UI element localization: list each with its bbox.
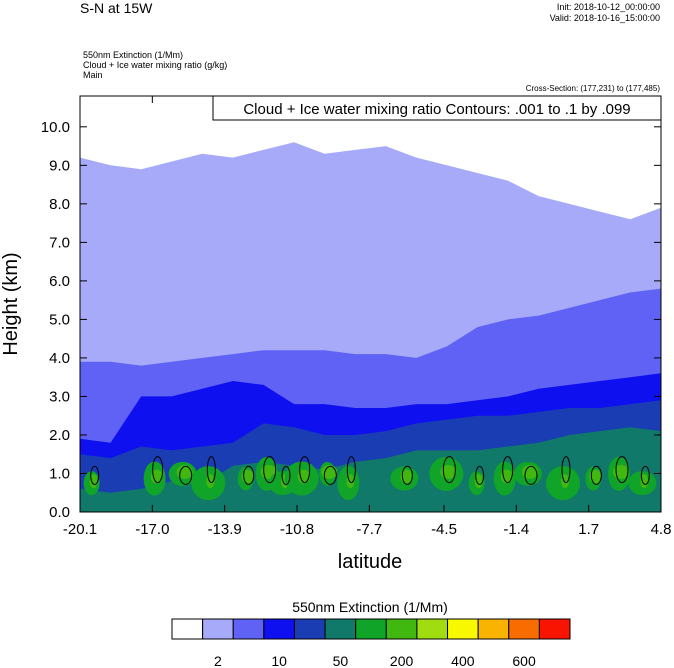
- colorbar-swatch: [263, 618, 295, 640]
- colorbar-swatch: [355, 618, 387, 640]
- y-tick-label: 1.0: [49, 465, 70, 482]
- y-tick-label: 4.0: [49, 350, 70, 367]
- colorbar-swatch: [385, 618, 418, 640]
- extinction-patch-core: [500, 469, 513, 484]
- mixing-ratio-contour: [590, 465, 602, 485]
- y-tick-label: 6.0: [49, 273, 70, 290]
- extinction-layer-band_150_200: [80, 427, 661, 512]
- x-tick-label: 1.7: [578, 521, 599, 538]
- colorbar-swatch: [202, 618, 234, 640]
- mixing-ratio-contours: [90, 456, 650, 485]
- init-time: Init: 2018-10-12_00:00:00: [556, 2, 660, 12]
- colorbar-swatch: [508, 618, 540, 640]
- mixing-ratio-contour: [561, 456, 571, 484]
- colorbar-title: 550nm Extinction (1/Mm): [292, 599, 448, 615]
- mixing-ratio-contour: [206, 456, 216, 484]
- colorbar-tick-label: 600: [512, 653, 536, 668]
- field-cloud-ice: Cloud + Ice water mixing ratio (g/kg): [83, 60, 228, 70]
- x-tick-label: -20.1: [63, 521, 97, 538]
- mixing-ratio-contour: [281, 465, 291, 485]
- colorbar-tick-label: 200: [390, 653, 414, 668]
- colorbar-tick-label: 50: [333, 653, 349, 668]
- y-tick-label: 9.0: [49, 157, 70, 174]
- plot-title: S-N at 15W: [80, 0, 153, 16]
- colorbar-swatch: [447, 618, 479, 640]
- mixing-ratio-contour: [401, 465, 413, 485]
- x-axis-label: latitude: [338, 551, 403, 573]
- colorbar: 2 10 50 200 400 600: [171, 618, 571, 668]
- mixing-ratio-contour: [323, 465, 337, 485]
- y-tick-label: 8.0: [49, 196, 70, 213]
- cross-section-label: Cross-Section: (177,231) to (177,485): [525, 84, 660, 93]
- extinction-fill-layers: [80, 96, 661, 512]
- extinction-patch-core: [522, 464, 538, 479]
- time-info: Init: 2018-10-12_00:00:00 Valid: 2018-10…: [550, 2, 660, 24]
- extinction-patch-core: [150, 469, 163, 484]
- x-tick-label: -13.9: [208, 521, 242, 538]
- mixing-ratio-contour: [615, 456, 629, 484]
- x-tick-label: 4.8: [651, 521, 672, 538]
- extinction-patch-core: [321, 464, 338, 479]
- x-tick-label: -10.8: [280, 521, 314, 538]
- mixing-ratio-contour: [346, 456, 356, 484]
- mixing-ratio-contour: [263, 456, 277, 484]
- field-extinction: 550nm Extinction (1/Mm): [83, 50, 184, 60]
- x-tick-label: -4.5: [431, 521, 457, 538]
- colorbar-tick-label: 10: [271, 653, 287, 668]
- y-tick-label: 7.0: [49, 234, 70, 251]
- colorbar-swatch: [171, 618, 204, 640]
- colorbar-swatch: [293, 618, 326, 640]
- mixing-ratio-contour: [243, 465, 255, 485]
- mixing-ratio-contour: [502, 456, 514, 484]
- y-tick-label: 5.0: [49, 311, 70, 328]
- x-tick-label: -7.7: [356, 521, 382, 538]
- colorbar-swatch: [324, 618, 357, 640]
- mixing-ratio-contour: [152, 456, 164, 484]
- y-tick-label: 3.0: [49, 388, 70, 405]
- colorbar-tick-label: 400: [451, 653, 475, 668]
- extinction-patch-core: [297, 469, 310, 484]
- mixing-ratio-contour: [299, 456, 311, 484]
- colorbar-swatch: [232, 618, 265, 640]
- mixing-ratio-contour: [475, 465, 485, 485]
- colorbar-swatch: [538, 618, 571, 640]
- y-axis-label: Height (km): [0, 252, 22, 355]
- colorbar-swatch: [477, 618, 510, 640]
- colorbar-tick-label: 2: [214, 653, 222, 668]
- y-tick-label: 0.0: [49, 504, 70, 521]
- contour-legend-box: Cloud + Ice water mixing ratio Contours:…: [212, 95, 662, 121]
- mixing-ratio-contour: [179, 465, 193, 485]
- mixing-ratio-contour: [640, 465, 650, 485]
- y-tick-label: 10.0: [41, 119, 70, 136]
- mixing-ratio-contour: [442, 456, 456, 484]
- x-tick-label: -17.0: [135, 521, 169, 538]
- field-main: Main: [83, 70, 103, 80]
- mixing-ratio-contour: [90, 465, 100, 485]
- mixing-ratio-contour: [524, 465, 538, 485]
- valid-time: Valid: 2018-10-16_15:00:00: [549, 13, 660, 23]
- contour-legend-text: Cloud + Ice water mixing ratio Contours:…: [243, 101, 630, 118]
- colorbar-swatch: [416, 618, 449, 640]
- field-descriptions: 550nm Extinction (1/Mm) Cloud + Ice wate…: [83, 50, 227, 80]
- y-tick-label: 2.0: [49, 427, 70, 444]
- x-tick-label: -1.4: [503, 521, 529, 538]
- y-axis: 0.0 1.0 2.0 3.0 4.0 5.0 6.0 7.0 8.0 9.0 10.0: [41, 119, 661, 521]
- extinction-patch-core: [176, 464, 193, 479]
